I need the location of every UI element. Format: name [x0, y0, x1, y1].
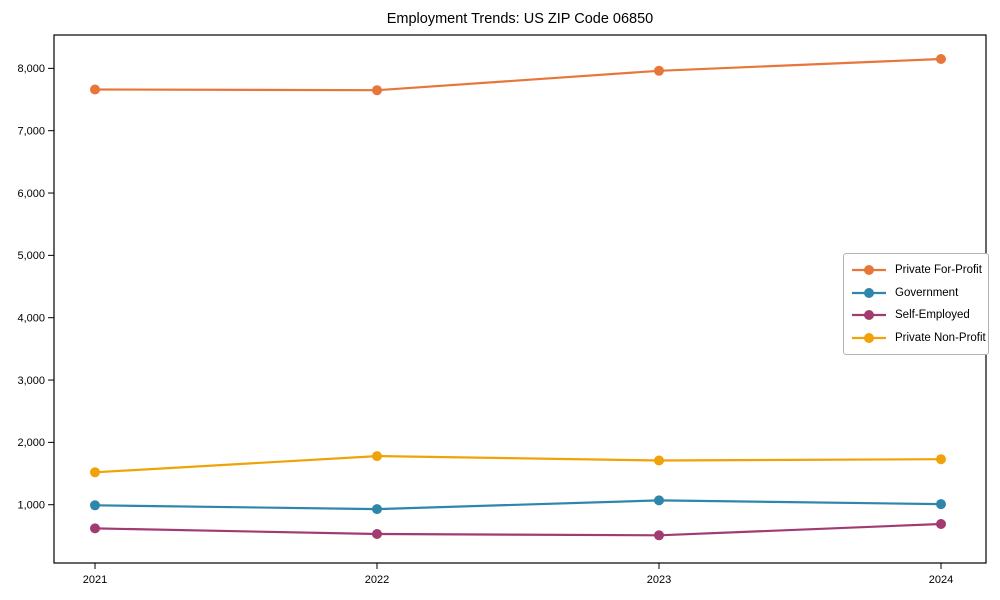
- legend-label: Private For-Profit: [895, 264, 982, 277]
- data-point-private-non-profit-2023: [654, 455, 664, 466]
- data-point-private-for-profit-2023: [654, 65, 664, 76]
- chart-title: Employment Trends: US ZIP Code 06850: [386, 11, 654, 27]
- data-point-self-employed-2023: [654, 530, 664, 541]
- legend-dot: [864, 310, 874, 321]
- legend-marker-icon: [852, 332, 886, 343]
- legend-label: Private Non-Profit: [895, 331, 986, 344]
- data-point-government-2023: [654, 495, 664, 506]
- x-tick-label: 2022: [365, 574, 389, 586]
- legend: Private For-Profit Government Self-Employe…: [843, 253, 989, 355]
- y-tick-label: 2,000: [17, 437, 45, 449]
- y-tick-label: 8,000: [17, 63, 45, 75]
- legend-dot: [864, 265, 874, 276]
- data-point-private-non-profit-2022: [372, 451, 382, 462]
- data-point-private-non-profit-2021: [90, 467, 100, 478]
- series-line-government: [94, 499, 942, 511]
- legend-marker-icon: [852, 287, 886, 298]
- data-point-private-for-profit-2022: [372, 85, 382, 96]
- data-point-self-employed-2022: [372, 529, 382, 539]
- legend-item-government: Government: [852, 282, 980, 305]
- y-tick-label: 1,000: [17, 500, 45, 512]
- x-tick-label: 2024: [929, 574, 953, 586]
- legend-label: Government: [895, 286, 959, 299]
- x-tick-label: 2021: [83, 574, 107, 586]
- legend-dot: [864, 287, 874, 298]
- y-tick-label: 7,000: [17, 125, 45, 137]
- legend-dot: [864, 332, 874, 343]
- y-tick-label: 5,000: [17, 250, 45, 262]
- data-point-government-2021: [90, 500, 100, 511]
- data-point-government-2024: [936, 499, 946, 510]
- data-point-government-2022: [372, 504, 382, 515]
- data-point-self-employed-2021: [90, 523, 100, 534]
- legend-label: Self-Employed: [895, 309, 970, 322]
- legend-item-private-for-profit: Private For-Profit: [852, 259, 982, 282]
- legend-item-private-non-profit: Private Non-Profit: [852, 327, 986, 350]
- y-tick-label: 3,000: [17, 375, 45, 387]
- y-tick-label: 4,000: [17, 313, 45, 325]
- series-line-self-employed: [94, 522, 942, 537]
- legend-marker-icon: [852, 265, 886, 276]
- data-point-private-for-profit-2021: [90, 84, 100, 95]
- data-point-private-for-profit-2024: [936, 54, 946, 64]
- legend-marker-icon: [852, 310, 886, 321]
- legend-item-self-employed: Self-Employed: [852, 304, 980, 327]
- series-line-private-non-profit: [94, 454, 942, 474]
- series-line-private-for-profit: [94, 57, 942, 92]
- x-tick-label: 2023: [647, 574, 671, 586]
- data-point-self-employed-2024: [936, 519, 946, 529]
- y-tick-label: 6,000: [17, 188, 45, 200]
- data-point-private-non-profit-2024: [936, 454, 946, 465]
